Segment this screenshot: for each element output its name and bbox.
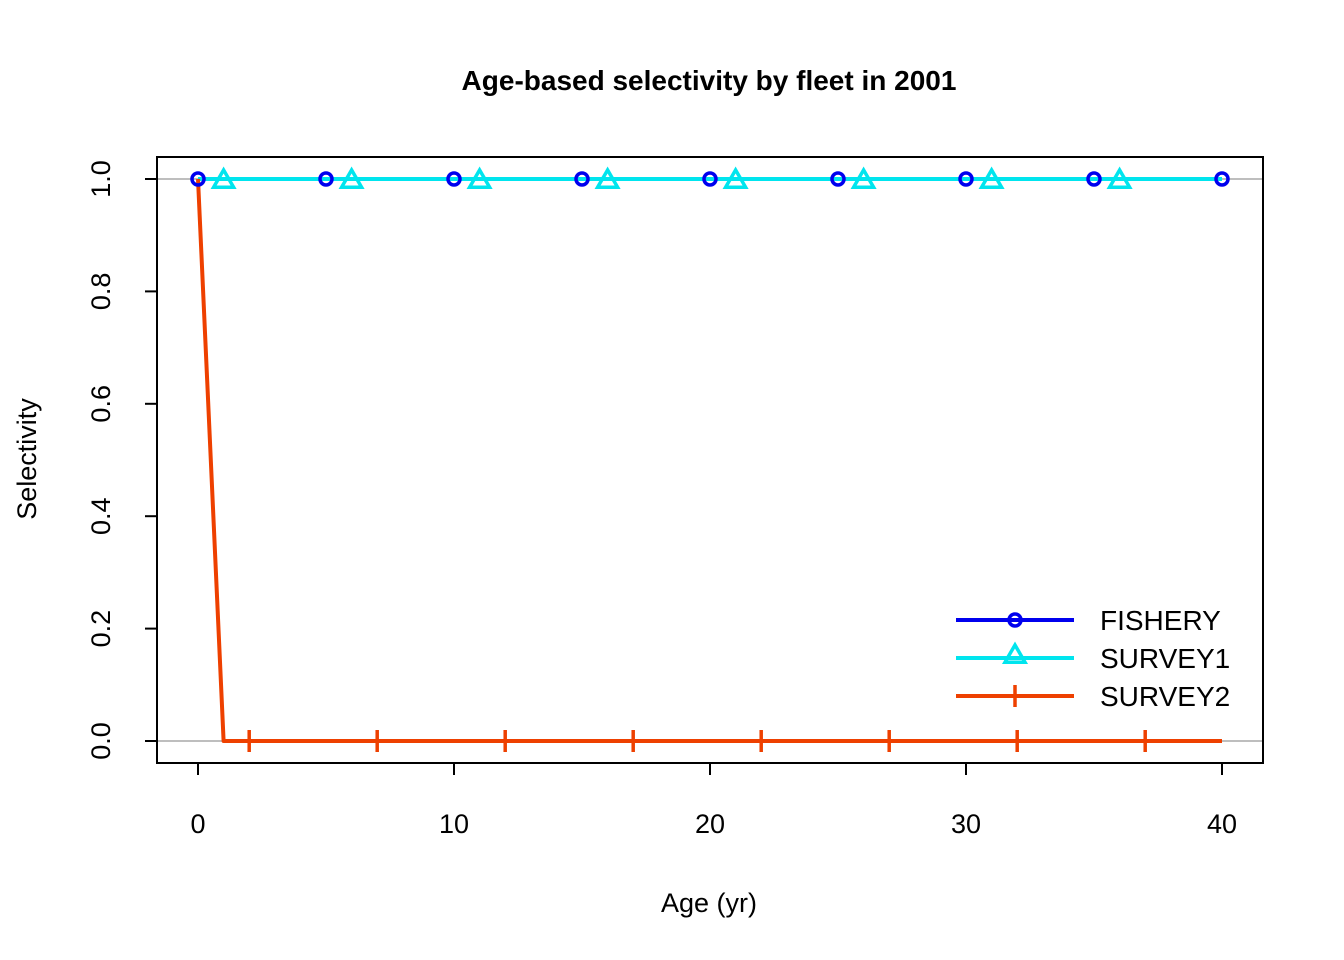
- data-point-fishery: [702, 171, 718, 187]
- data-point-survey2: [1006, 730, 1029, 752]
- data-point-fishery: [1086, 171, 1102, 187]
- y-tick-label: 0.2: [86, 610, 116, 648]
- data-point-survey2: [750, 730, 773, 752]
- y-tick-label: 0.6: [86, 385, 116, 423]
- y-axis: 0.0 0.2 0.4 0.6 0.8 1.0: [86, 160, 158, 760]
- data-point-survey1: [722, 166, 749, 190]
- x-tick-label: 0: [190, 809, 205, 839]
- legend-marker-survey2: [1004, 685, 1026, 707]
- data-point-survey1: [594, 166, 621, 190]
- data-point-survey1: [978, 166, 1005, 190]
- y-tick-label: 0.8: [86, 273, 116, 311]
- data-point-survey2: [494, 730, 517, 752]
- data-point-fishery: [574, 171, 590, 187]
- data-point-survey1: [338, 166, 365, 190]
- x-axis: 0 10 20 30 40: [190, 762, 1237, 839]
- x-tick-label: 20: [695, 809, 725, 839]
- series-markers: [190, 166, 1230, 752]
- chart-title: Age-based selectivity by fleet in 2001: [462, 65, 957, 96]
- data-point-fishery: [446, 171, 462, 187]
- y-tick-label: 1.0: [86, 160, 116, 198]
- legend-label-survey1: SURVEY1: [1100, 643, 1230, 674]
- y-axis-label: Selectivity: [12, 398, 42, 520]
- data-point-survey1: [210, 166, 237, 190]
- data-point-fishery: [958, 171, 974, 187]
- data-point-fishery: [830, 171, 846, 187]
- x-axis-label: Age (yr): [661, 888, 757, 918]
- legend-marker-survey1: [1001, 641, 1029, 665]
- data-point-fishery: [190, 171, 206, 187]
- legend-label-survey2: SURVEY2: [1100, 681, 1230, 712]
- y-tick-label: 0.4: [86, 497, 116, 535]
- x-tick-label: 40: [1207, 809, 1237, 839]
- data-point-survey1: [466, 166, 493, 190]
- data-point-survey1: [1106, 166, 1133, 190]
- data-point-survey1: [850, 166, 877, 190]
- data-point-fishery: [1214, 171, 1230, 187]
- x-tick-label: 10: [439, 809, 469, 839]
- legend-label-fishery: FISHERY: [1100, 605, 1221, 636]
- data-point-survey2: [366, 730, 389, 752]
- legend: FISHERY SURVEY1 SURVEY2: [956, 605, 1230, 712]
- reference-lines: [157, 178, 1263, 742]
- data-point-survey2: [238, 730, 261, 752]
- data-point-survey2: [622, 730, 645, 752]
- data-point-survey2: [1134, 730, 1157, 752]
- data-point-survey2: [878, 730, 901, 752]
- y-tick-label: 0.0: [86, 722, 116, 760]
- legend-marker-fishery: [1007, 612, 1023, 628]
- data-point-fishery: [318, 171, 334, 187]
- plot-frame: [156, 156, 1264, 764]
- x-tick-label: 30: [951, 809, 981, 839]
